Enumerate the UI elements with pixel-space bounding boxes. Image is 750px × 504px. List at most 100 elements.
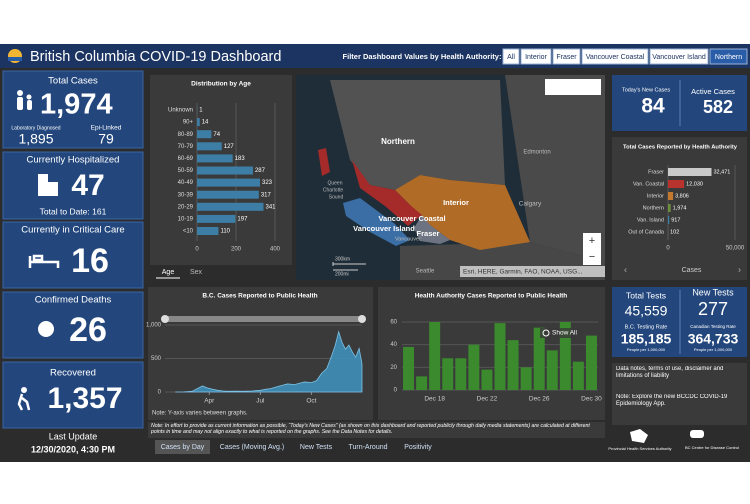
- data-label: 110: [220, 229, 230, 235]
- bar: [197, 202, 264, 211]
- y-tick-label: 90+: [183, 120, 194, 126]
- y-tick-label: 10-19: [178, 216, 194, 222]
- stat-unit: People per 1,000,000: [627, 347, 666, 352]
- map-label: Seattle: [416, 269, 435, 275]
- bar: [507, 340, 519, 390]
- region-vancouver-coastal: [352, 160, 422, 226]
- notes-text: Note: Explore the new BCCDC COVID-19 Epi…: [616, 394, 728, 408]
- bar: [197, 227, 219, 235]
- bar: [668, 168, 712, 176]
- stat-label: Active Cases: [691, 87, 735, 96]
- footer-note-box: Note: In effort to provide as current in…: [151, 423, 590, 435]
- nav-arrow[interactable]: ‹: [624, 264, 627, 274]
- button-icon[interactable]: [542, 329, 550, 337]
- chart-title: B.C. Cases Reported to Public Health: [202, 293, 317, 300]
- data-label: 341: [265, 204, 276, 210]
- stat-epi_value: 79: [98, 131, 114, 147]
- filter-button-label[interactable]: Vancouver Island: [652, 54, 706, 61]
- bar: [520, 367, 532, 390]
- bar: [442, 358, 454, 390]
- x-tick-label: 400: [270, 247, 281, 253]
- scale-label: 300km: [335, 256, 350, 262]
- stat-value: 47: [71, 169, 104, 202]
- range-slider[interactable]: [165, 316, 362, 322]
- bar: [455, 358, 467, 390]
- filter-button-label[interactable]: Northern: [715, 54, 742, 61]
- slider-handle[interactable]: [358, 315, 366, 323]
- stat-value: 84: [641, 95, 665, 118]
- x-tick-label: Apr: [204, 398, 215, 405]
- data-label: 12,030: [686, 181, 703, 187]
- region-haida-gwaii: [318, 148, 330, 176]
- stat-total: Total to Date: 161: [40, 206, 107, 216]
- stat-label: Currently in Critical Care: [21, 225, 124, 236]
- filter-button-label[interactable]: Interior: [525, 54, 547, 61]
- y-tick-label: 20-29: [178, 204, 194, 210]
- tab[interactable]: Age: [162, 269, 175, 276]
- logo-text: BC Centre for Disease Control: [685, 445, 739, 450]
- stat-epi_label: Epi-Linked: [91, 125, 122, 132]
- bar: [668, 180, 685, 188]
- map-toolbar[interactable]: [545, 79, 601, 95]
- y-tick-label: 50-59: [178, 168, 194, 174]
- zoom-control[interactable]: [583, 233, 601, 265]
- tab[interactable]: Positivity: [404, 444, 432, 451]
- panel: [612, 363, 747, 425]
- filter-button[interactable]: [649, 48, 709, 65]
- stat-value: 26: [69, 311, 107, 349]
- map-label: Fraser: [417, 229, 440, 238]
- filter-button-label[interactable]: Vancouver Coastal: [586, 54, 645, 61]
- map-attribution: Esri, HERE, Garmin, FAO, NOAA, USG...: [463, 269, 583, 276]
- tab[interactable]: Sex: [190, 269, 203, 276]
- button-bg[interactable]: [540, 328, 582, 338]
- x-tick-label: 200: [231, 247, 242, 253]
- stat-label: Confirmed Deaths: [35, 295, 112, 306]
- logo: [630, 429, 648, 443]
- card: [2, 291, 144, 359]
- show-all-button[interactable]: Show All: [552, 330, 577, 337]
- bar: [494, 323, 506, 390]
- data-label: 197: [237, 216, 248, 222]
- zoom-out[interactable]: −: [589, 251, 595, 263]
- tab[interactable]: Cases by Day: [161, 444, 205, 451]
- map-label: Calgary: [519, 201, 542, 208]
- stat-value: 277: [698, 299, 728, 319]
- filter-button-label[interactable]: Fraser: [556, 54, 577, 61]
- x-tick-label: Dec 22: [477, 396, 498, 403]
- notes-link-box: Data notes, terms of use, disclaimer and…: [616, 366, 724, 380]
- x-tick-label: Dec 18: [424, 396, 445, 403]
- bar: [197, 154, 233, 163]
- tab[interactable]: Turn-Around: [348, 444, 387, 451]
- tab[interactable]: New Tests: [300, 444, 333, 451]
- filter-button[interactable]: [502, 48, 520, 65]
- bar: [468, 344, 480, 390]
- y-tick-label: Northern: [643, 205, 664, 211]
- logo: [690, 430, 704, 438]
- stat-lab_label: Laboratory Diagnosed: [11, 125, 60, 131]
- slider-handle[interactable]: [161, 315, 169, 323]
- stat-label: Canadian Testing Rate: [690, 324, 736, 329]
- filter-button-label[interactable]: All: [507, 54, 515, 61]
- notes-link[interactable]: Data notes, terms of use, disclaimer and…: [616, 366, 724, 380]
- map-label: Edmonton: [523, 150, 550, 156]
- tab-active[interactable]: [155, 440, 210, 454]
- stat-value: 45,559: [625, 303, 668, 319]
- bar: [668, 216, 670, 224]
- stat-value: 185,185: [621, 331, 672, 347]
- nav-arrow[interactable]: ›: [738, 264, 741, 274]
- logos: [630, 429, 704, 443]
- filter-button[interactable]: [581, 48, 649, 65]
- y-tick-label: 30-39: [178, 192, 194, 198]
- bar: [572, 361, 584, 390]
- filter-button[interactable]: [520, 48, 552, 65]
- filter-button[interactable]: [709, 48, 748, 65]
- bar: [585, 335, 597, 390]
- zoom-in[interactable]: +: [589, 235, 595, 247]
- x-tick-label: Jul: [256, 398, 265, 405]
- data-label: 917: [671, 217, 680, 223]
- stat-label: Today's New Cases: [622, 87, 670, 93]
- land: [505, 75, 605, 262]
- filter-button[interactable]: [552, 48, 581, 65]
- filter-label: Filter Dashboard Values by Health Author…: [343, 52, 502, 61]
- tab[interactable]: Cases (Moving Avg.): [220, 444, 284, 451]
